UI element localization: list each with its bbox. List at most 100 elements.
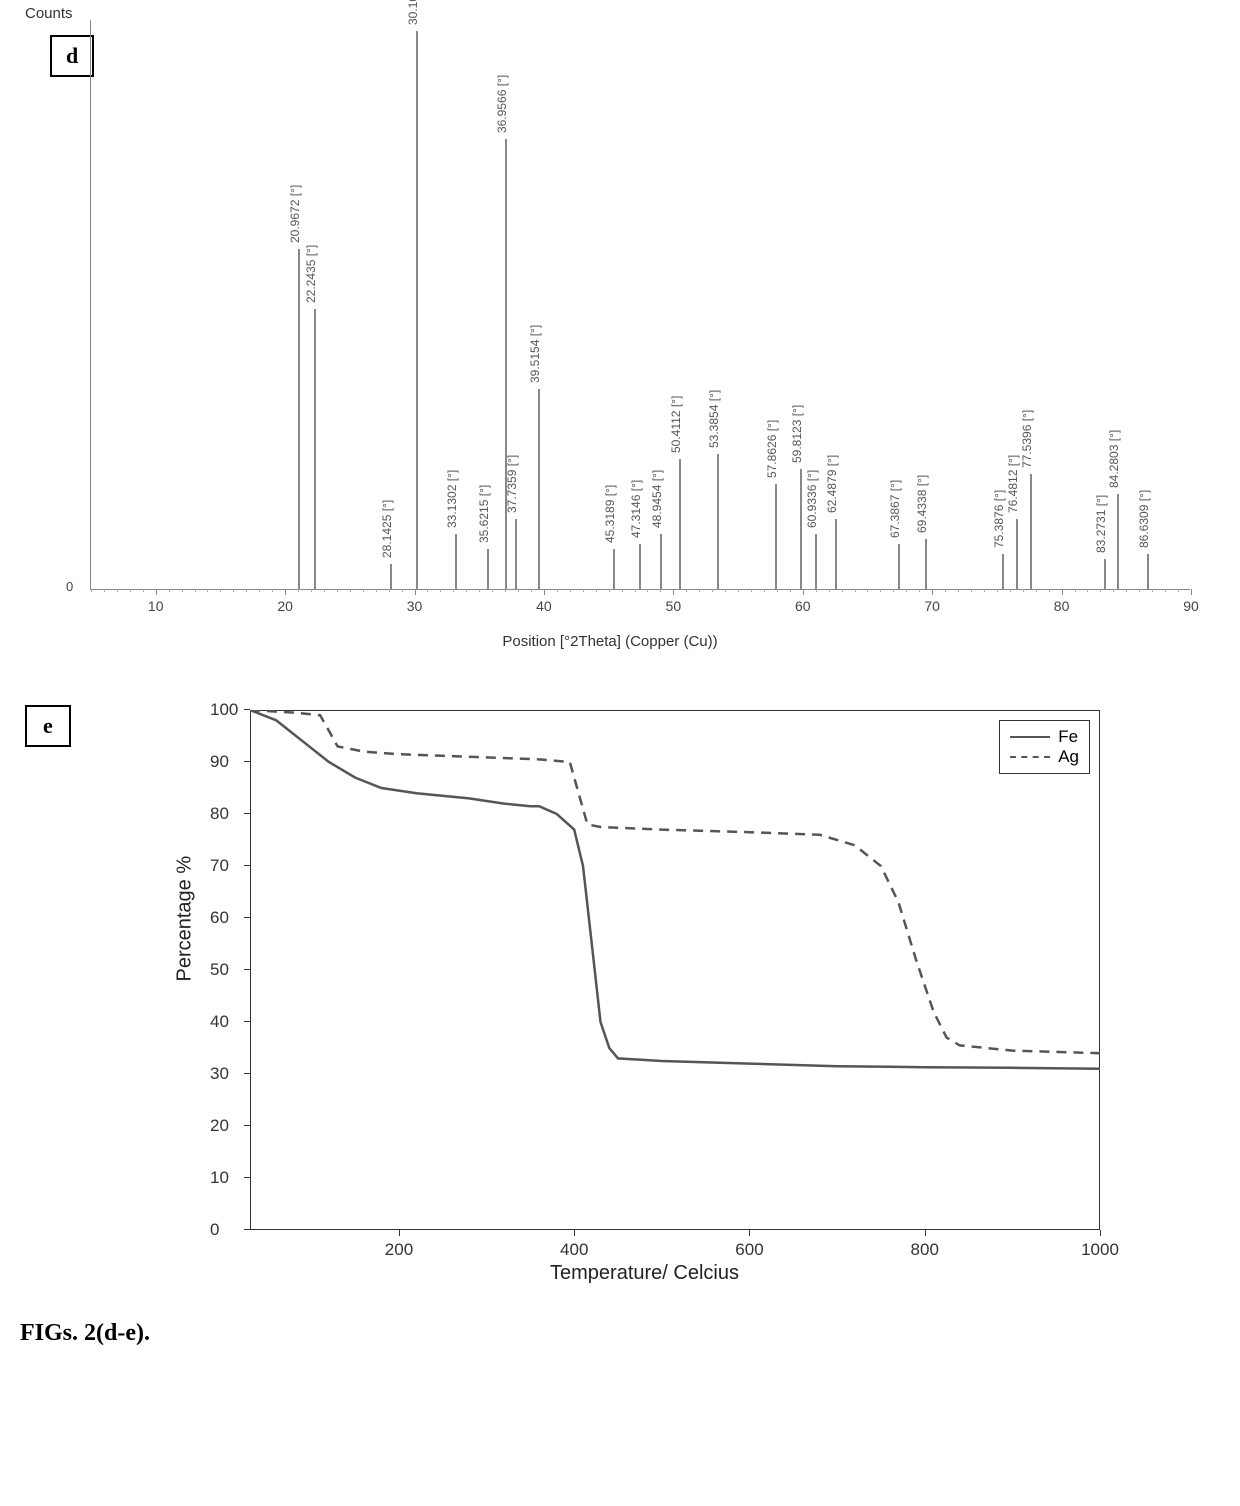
panel-label-d: d xyxy=(50,35,94,77)
xrd-peak-label: 47.3146 [°] xyxy=(629,480,643,538)
tga-ytick: 40 xyxy=(210,1012,229,1032)
xrd-tick-label: 20 xyxy=(277,598,293,614)
tga-legend: Fe Ag xyxy=(999,720,1090,774)
tga-xtick: 400 xyxy=(560,1240,588,1260)
xrd-peak xyxy=(487,549,489,589)
xrd-peak-label: 33.1302 [°] xyxy=(445,470,459,528)
xrd-peak xyxy=(639,544,641,589)
xrd-peak-label: 76.4812 [°] xyxy=(1006,455,1020,513)
xrd-peak-label: 84.2803 [°] xyxy=(1107,430,1121,488)
xrd-peak xyxy=(898,544,900,589)
xrd-peak-label: 59.8123 [°] xyxy=(790,405,804,463)
tga-ytick: 90 xyxy=(210,752,229,772)
xrd-tick-mark xyxy=(156,589,157,595)
xrd-peak-label: 28.1425 [°] xyxy=(380,500,394,558)
xrd-peak xyxy=(613,549,615,589)
tga-ylabel: Percentage % xyxy=(174,856,197,982)
xrd-peak xyxy=(390,564,392,589)
xrd-peak xyxy=(660,534,662,589)
xrd-peak-label: 75.3876 [°] xyxy=(992,490,1006,548)
xrd-peak xyxy=(1016,519,1018,589)
xrd-tick-label: 50 xyxy=(666,598,682,614)
xrd-peak-label: 36.9566 [°] xyxy=(495,75,509,133)
xrd-peak-label: 69.4338 [°] xyxy=(915,475,929,533)
xrd-peak xyxy=(515,519,517,589)
xrd-peak-label: 39.5154 [°] xyxy=(528,325,542,383)
xrd-tick-mark xyxy=(285,589,286,595)
xrd-peak-label: 77.5396 [°] xyxy=(1020,410,1034,468)
xrd-tick-mark xyxy=(1062,589,1063,595)
xrd-peak xyxy=(717,454,719,589)
xrd-peak xyxy=(455,534,457,589)
tga-ytick: 60 xyxy=(210,908,229,928)
xrd-peak-label: 62.4879 [°] xyxy=(825,455,839,513)
xrd-peak-label: 35.6215 [°] xyxy=(477,485,491,543)
xrd-peak-label: 83.2731 [°] xyxy=(1094,495,1108,553)
tga-ytick: 100 xyxy=(210,700,238,720)
tga-xtick: 600 xyxy=(735,1240,763,1260)
xrd-peak-label: 60.9336 [°] xyxy=(805,470,819,528)
xrd-peak xyxy=(1030,474,1032,589)
xrd-tick-label: 60 xyxy=(795,598,811,614)
xrd-peak xyxy=(800,469,802,589)
tga-xlabel: Temperature/ Celcius xyxy=(550,1262,739,1285)
xrd-tick-label: 10 xyxy=(148,598,164,614)
xrd-peak-label: 45.3189 [°] xyxy=(603,485,617,543)
tga-ytick: 50 xyxy=(210,960,229,980)
xrd-tick-label: 70 xyxy=(924,598,940,614)
xrd-peak-label: 67.3867 [°] xyxy=(888,480,902,538)
tga-xtick: 1000 xyxy=(1081,1240,1119,1260)
xrd-peak xyxy=(298,249,300,589)
xrd-peak xyxy=(505,139,507,589)
xrd-peak xyxy=(1117,494,1119,589)
xrd-peak xyxy=(815,534,817,589)
legend-row-ag: Ag xyxy=(1010,747,1079,767)
xrd-peak-label: 57.8626 [°] xyxy=(765,420,779,478)
xrd-peak-label: 53.3854 [°] xyxy=(707,390,721,448)
xrd-tick-label: 90 xyxy=(1183,598,1199,614)
tga-ytick: 70 xyxy=(210,856,229,876)
xrd-plot-area: 0 10203040506070809020.9672 [°]22.2435 [… xyxy=(90,20,1190,590)
xrd-peak xyxy=(1104,559,1106,589)
xrd-peak-label: 30.1007 [°] xyxy=(406,0,420,25)
xrd-peak xyxy=(775,484,777,589)
xrd-peak xyxy=(925,539,927,589)
tga-ytick: 30 xyxy=(210,1064,229,1084)
xrd-tick-label: 30 xyxy=(407,598,423,614)
xrd-peak xyxy=(1147,554,1149,589)
xrd-peak xyxy=(314,309,316,589)
xrd-peak xyxy=(538,389,540,589)
xrd-peak xyxy=(416,31,418,589)
legend-row-fe: Fe xyxy=(1010,727,1079,747)
xrd-tick-mark xyxy=(544,589,545,595)
xrd-peak-label: 20.9672 [°] xyxy=(288,185,302,243)
xrd-tick-mark xyxy=(1191,589,1192,595)
xrd-peak-label: 48.9454 [°] xyxy=(650,470,664,528)
xrd-baseline-zero: 0 xyxy=(66,579,73,594)
xrd-tick-mark xyxy=(673,589,674,595)
xrd-xlabel: Position [°2Theta] (Copper (Cu)) xyxy=(502,633,717,650)
tga-xtick: 800 xyxy=(911,1240,939,1260)
legend-label-fe: Fe xyxy=(1058,727,1078,747)
tga-ytick: 20 xyxy=(210,1116,229,1136)
xrd-ylabel: Counts xyxy=(25,5,73,22)
tga-series-fe xyxy=(250,710,1100,1069)
tga-lines-svg xyxy=(250,710,1100,1230)
xrd-peak xyxy=(835,519,837,589)
xrd-peak xyxy=(679,459,681,589)
xrd-peak-label: 50.4112 [°] xyxy=(669,396,683,453)
tga-plot-area: Fe Ag 0102030405060708090100200400600800… xyxy=(250,710,1100,1230)
tga-ytick: 80 xyxy=(210,804,229,824)
legend-swatch-fe xyxy=(1010,736,1050,738)
legend-swatch-ag xyxy=(1010,756,1050,758)
xrd-peak-label: 86.6309 [°] xyxy=(1137,490,1151,548)
legend-label-ag: Ag xyxy=(1058,747,1079,767)
tga-panel: e Percentage % Fe Ag 0102030405060708090… xyxy=(20,680,1200,1300)
xrd-tick-label: 80 xyxy=(1054,598,1070,614)
xrd-peak-label: 37.7359 [°] xyxy=(505,455,519,513)
xrd-tick-mark xyxy=(415,589,416,595)
xrd-peak-label: 22.2435 [°] xyxy=(304,245,318,303)
xrd-peak xyxy=(1002,554,1004,589)
panel-label-e: e xyxy=(25,705,71,747)
figure-caption: FIGs. 2(d-e). xyxy=(20,1320,1220,1347)
